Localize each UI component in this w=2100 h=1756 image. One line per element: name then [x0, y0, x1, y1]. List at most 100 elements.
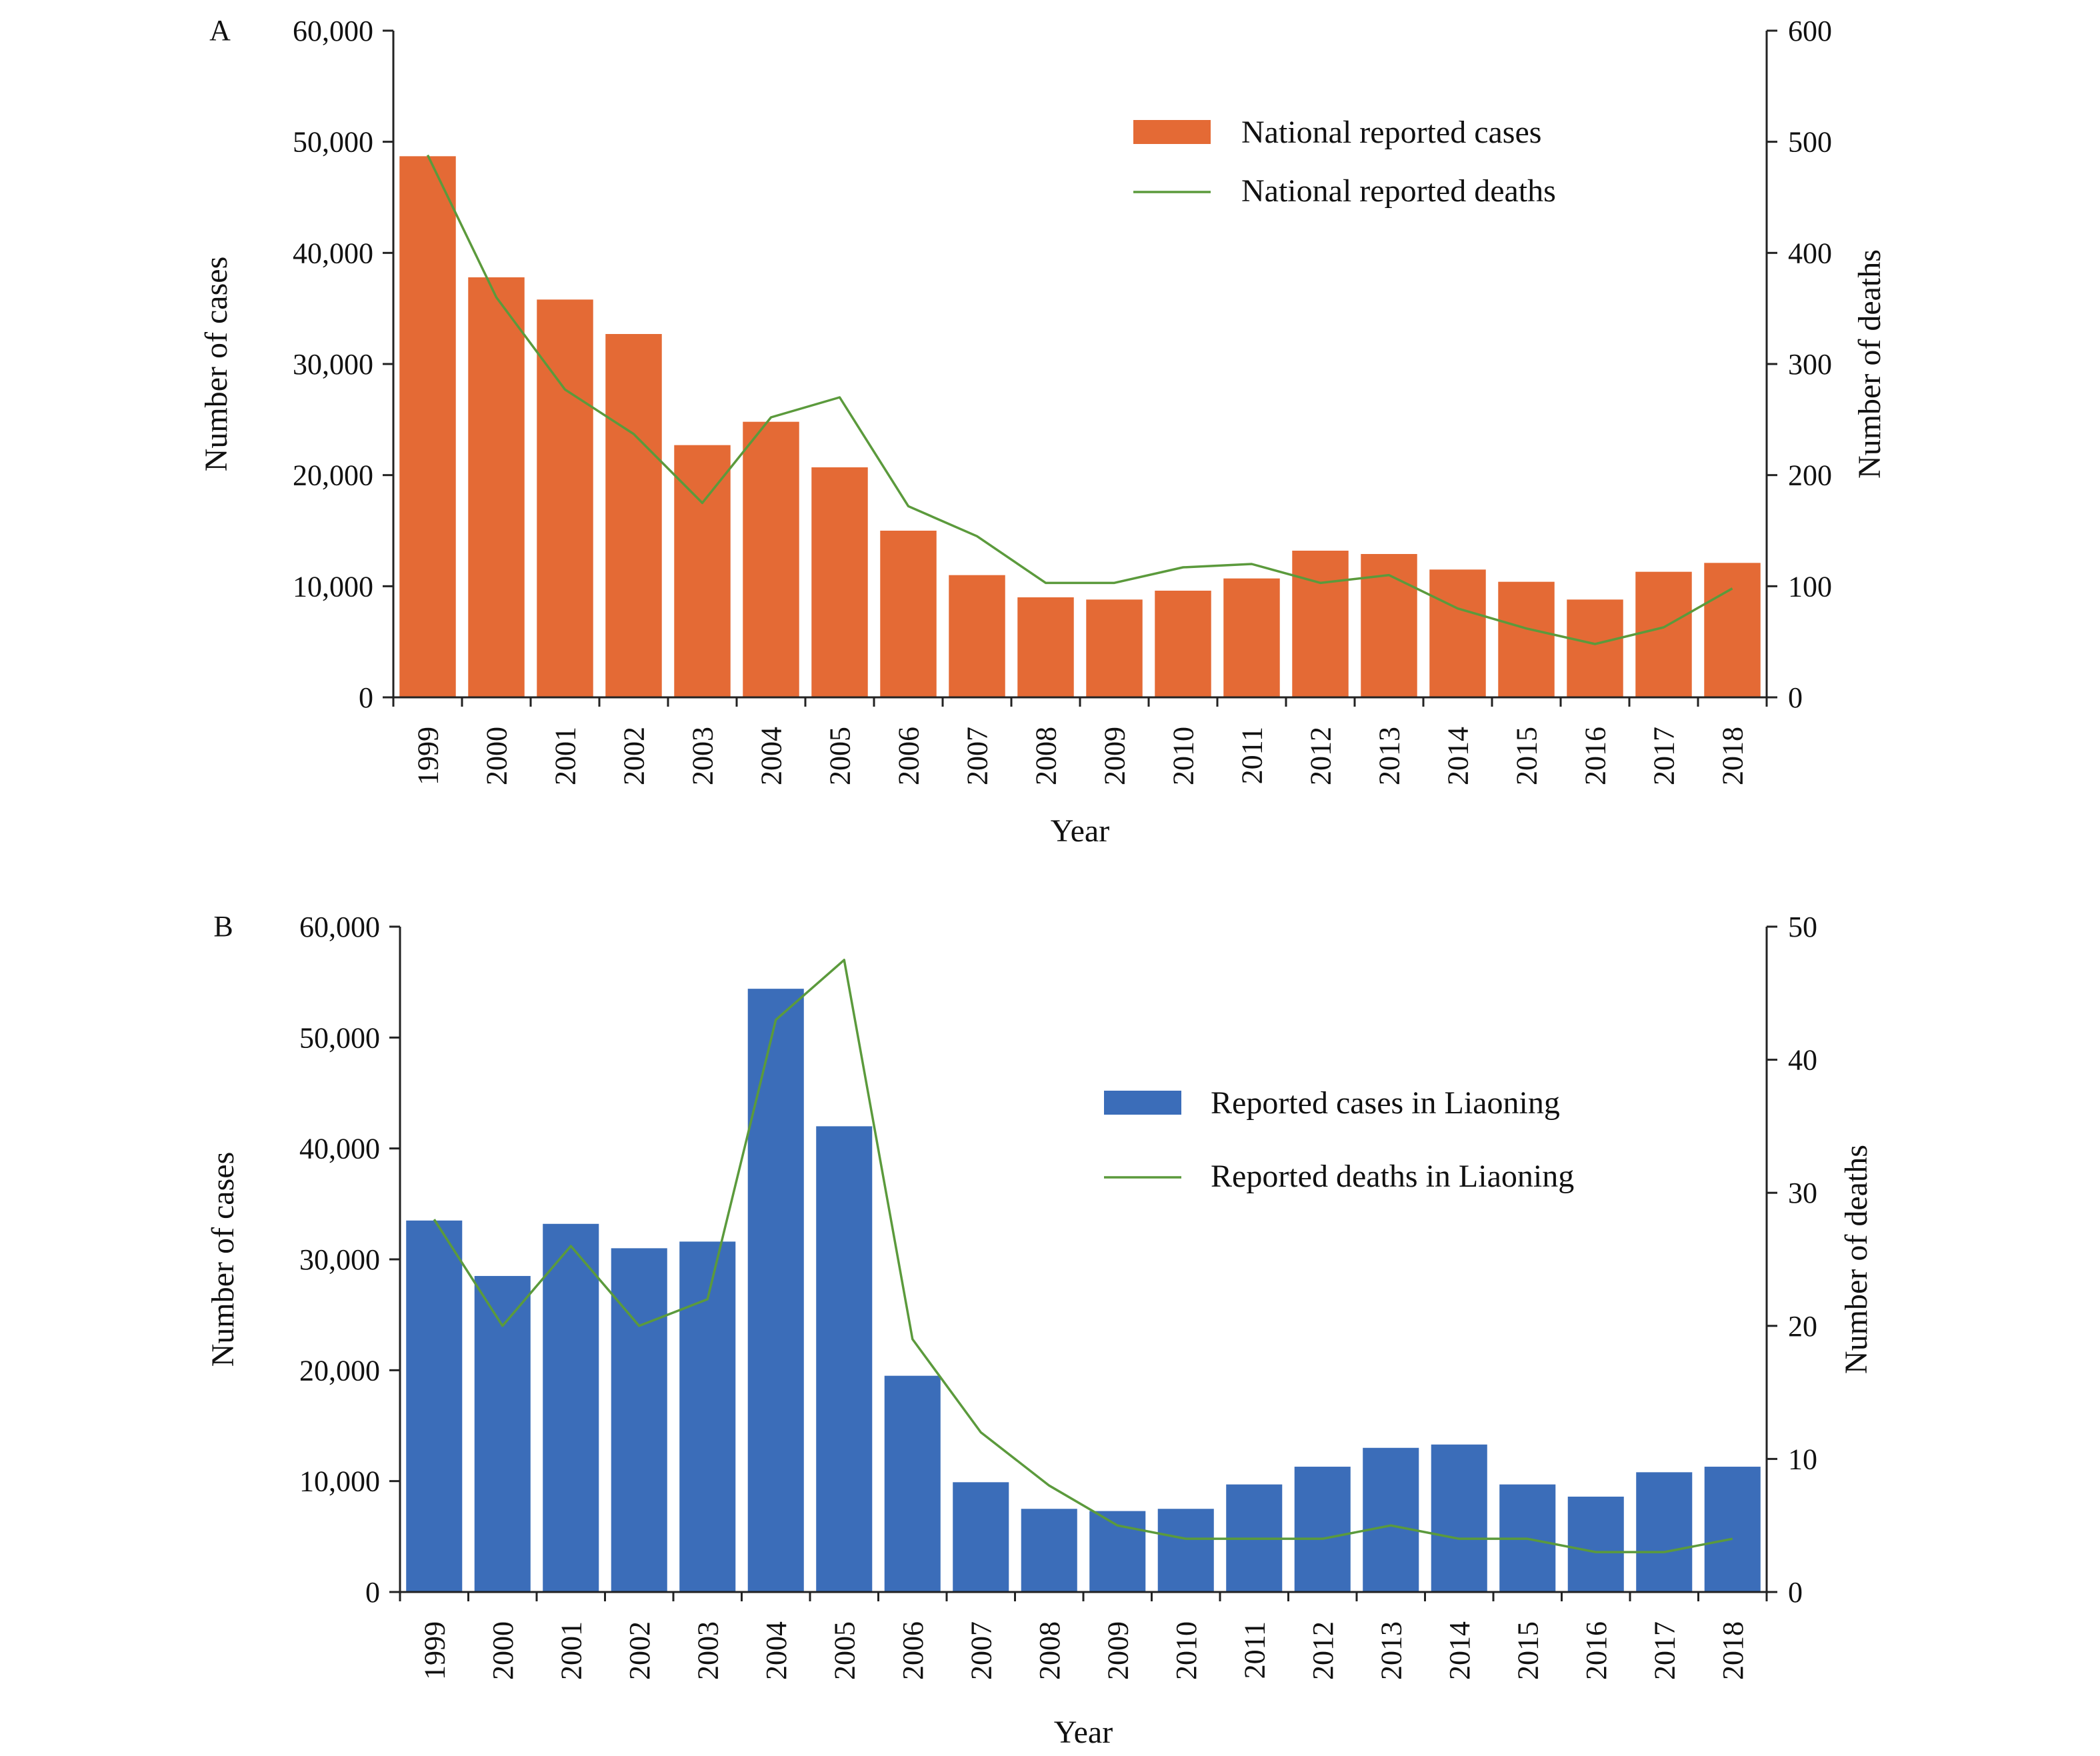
panel-b: B 0 10,000 20,000 30,000 40,000 50,000 60,000 0 1… [205, 910, 1874, 1750]
x-axis-title: Year [1054, 1715, 1113, 1750]
y2-tick-label: 600 [1788, 15, 1832, 47]
bar-2000 [474, 1275, 531, 1592]
bar-2016 [1567, 1496, 1624, 1592]
y2-tick-label: 40 [1788, 1044, 1817, 1077]
bar-2007 [949, 575, 1005, 697]
x-tick-label: 2003 [691, 1621, 724, 1680]
x-tick-label: 2013 [1375, 1621, 1407, 1680]
bar-2005 [816, 1126, 873, 1592]
bar-2003 [679, 1241, 736, 1592]
x-tick-label: 2007 [965, 1621, 997, 1680]
y-tick-label: 60,000 [299, 911, 380, 943]
y-tick-label: 0 [359, 681, 373, 714]
y-tick-label: 20,000 [299, 1354, 380, 1387]
x-tick-label: 2014 [1442, 727, 1475, 785]
y2-tick-label: 0 [1788, 681, 1803, 714]
y2-tick-label: 500 [1788, 126, 1832, 159]
y2-axis-title: Number of deaths [1839, 1145, 1874, 1374]
x-tick-label: 2001 [555, 1621, 587, 1680]
bar-2001 [537, 299, 593, 697]
x-tick-label: 2011 [1236, 727, 1269, 784]
bar-2006 [884, 1375, 941, 1592]
legend-bar-swatch [1133, 120, 1211, 144]
panel-a: A 0 10,000 20,000 30,000 40,000 50,000 60,000 0 1… [199, 14, 1887, 849]
y-tick-label: 50,000 [299, 1021, 380, 1054]
y-tick-label: 0 [365, 1576, 380, 1609]
x-tick-label: 2008 [1033, 1621, 1066, 1680]
x-tick-label: 2016 [1580, 1621, 1613, 1680]
bar-1999 [399, 156, 456, 698]
bar-1999 [406, 1220, 463, 1592]
bar-2010 [1157, 1509, 1214, 1592]
x-tick-label: 2005 [828, 1621, 861, 1680]
x-tick-label: 2003 [687, 727, 719, 785]
legend-bar-label: Reported cases in Liaoning [1211, 1085, 1560, 1121]
x-tick-label: 2018 [1717, 727, 1749, 785]
legend: National reported cases National reported… [1133, 115, 1556, 209]
y2-tick-label: 200 [1788, 459, 1832, 492]
bar-2017 [1636, 1472, 1693, 1592]
x-tick-label: 2002 [618, 727, 651, 785]
bar-2002 [611, 1248, 667, 1592]
x-tick-label: 2004 [755, 727, 788, 785]
bar-2006 [880, 531, 937, 697]
x-tick-label: 2015 [1511, 727, 1543, 785]
bar-2000 [468, 277, 525, 697]
bar-2011 [1223, 578, 1280, 697]
x-tick-label: 2010 [1167, 727, 1200, 785]
bar-2005 [811, 467, 868, 697]
y-tick-label: 40,000 [299, 1133, 380, 1165]
x-tick-label: 2017 [1648, 727, 1681, 785]
bar-2002 [605, 334, 662, 697]
y-tick-label: 10,000 [293, 570, 373, 603]
bar-2004 [747, 989, 804, 1592]
x-tick-label: 2016 [1579, 727, 1612, 785]
x-tick-label: 2001 [549, 727, 582, 785]
x-tick-label: 2013 [1373, 727, 1406, 785]
bar-2009 [1089, 1511, 1146, 1592]
bar-2012 [1294, 1467, 1351, 1592]
y-tick-label: 30,000 [299, 1243, 380, 1276]
x-tick-label: 2004 [760, 1621, 793, 1680]
bar-2012 [1292, 551, 1349, 697]
x-tick-label: 1999 [418, 1621, 451, 1680]
bar-2004 [743, 421, 799, 697]
y2-tick-label: 50 [1788, 911, 1817, 943]
x-tick-label: 1999 [412, 727, 445, 785]
bar-2014 [1431, 1444, 1487, 1592]
y-tick-label: 10,000 [299, 1465, 380, 1498]
bar-2017 [1635, 571, 1692, 697]
x-tick-label: 2006 [897, 1621, 929, 1680]
y2-axis-title: Number of deaths [1852, 249, 1887, 479]
legend: Reported cases in Liaoning Reported death… [1104, 1085, 1574, 1194]
x-tick-label: 2012 [1305, 727, 1337, 785]
x-tick-label: 2000 [487, 1621, 519, 1680]
bar-series [399, 156, 1761, 698]
bar-2008 [1017, 597, 1074, 697]
x-tick-label: 2005 [824, 727, 857, 785]
y-axis-title: Number of cases [205, 1152, 241, 1367]
x-tick-label: 2010 [1170, 1621, 1203, 1680]
bar-2014 [1429, 569, 1486, 697]
bar-2003 [674, 445, 731, 697]
y2-tick-label: 10 [1788, 1443, 1817, 1475]
bar-2010 [1155, 591, 1211, 697]
x-tick-label: 2012 [1307, 1621, 1339, 1680]
x-tick-label: 2009 [1099, 727, 1131, 785]
y2-tick-label: 100 [1788, 570, 1832, 603]
bar-2016 [1567, 599, 1623, 697]
legend-line-label: National reported deaths [1241, 173, 1556, 209]
panel-label: B [213, 910, 233, 943]
y-tick-label: 40,000 [293, 237, 373, 269]
x-tick-label: 2015 [1511, 1621, 1544, 1680]
y-tick-label: 60,000 [293, 15, 373, 47]
x-tick-label: 2011 [1238, 1621, 1271, 1679]
legend-bar-label: National reported cases [1241, 115, 1541, 150]
bar-2008 [1021, 1509, 1077, 1592]
bar-2018 [1704, 1467, 1761, 1592]
panel-label: A [209, 14, 231, 47]
y2-tick-label: 0 [1788, 1576, 1803, 1609]
bar-2001 [543, 1223, 599, 1592]
y2-tick-label: 300 [1788, 348, 1832, 381]
